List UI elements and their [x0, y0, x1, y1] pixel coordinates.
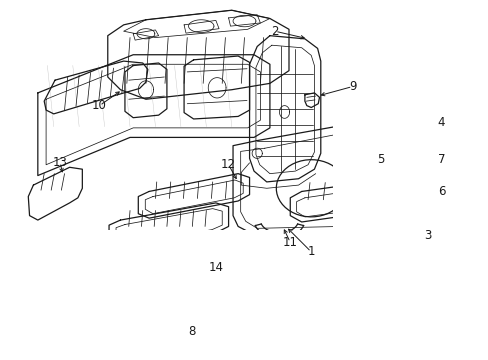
- Text: 13: 13: [53, 156, 67, 169]
- Text: 6: 6: [437, 185, 445, 198]
- Text: 8: 8: [188, 325, 196, 338]
- Text: 12: 12: [221, 158, 236, 171]
- Text: 11: 11: [282, 236, 297, 249]
- Text: 2: 2: [271, 25, 278, 38]
- Text: 4: 4: [437, 116, 445, 129]
- Text: 7: 7: [437, 153, 445, 166]
- Text: 9: 9: [348, 80, 356, 93]
- Text: 14: 14: [208, 261, 223, 274]
- Text: 3: 3: [423, 229, 430, 243]
- Text: 5: 5: [377, 153, 384, 166]
- Text: 1: 1: [307, 246, 314, 258]
- Text: 10: 10: [92, 99, 107, 112]
